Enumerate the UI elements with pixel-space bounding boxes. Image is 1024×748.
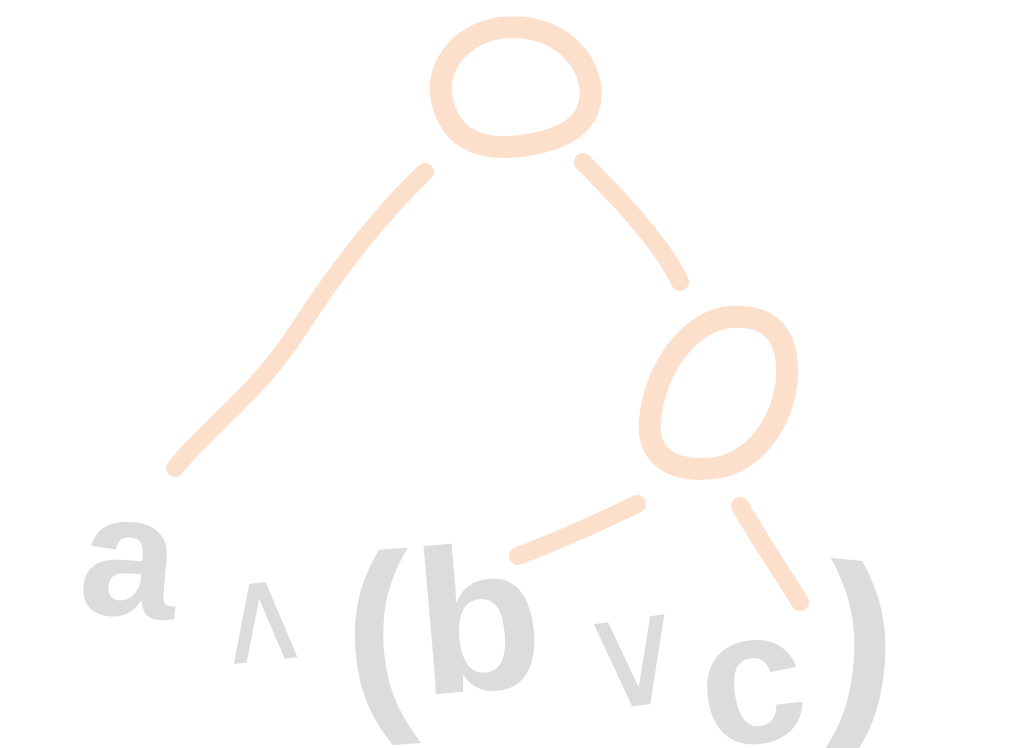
- root-node: [429, 16, 602, 158]
- expr-close-paren: ): [808, 517, 911, 748]
- expr-op-and: ∧: [203, 531, 318, 697]
- boolean-expression: a ∧ ( b ∨ c ): [73, 455, 911, 748]
- or-node: [638, 305, 799, 480]
- expr-var-a: a: [73, 455, 189, 658]
- syntax-tree: [166, 16, 809, 611]
- edge-or-to-b: [509, 495, 646, 565]
- edge-or-to-c: [731, 497, 809, 611]
- expr-open-paren: (: [336, 510, 422, 748]
- expr-op-or: ∨: [568, 561, 701, 748]
- edge-root-to-or: [574, 153, 689, 291]
- expr-var-b: b: [406, 500, 551, 739]
- edge-root-to-a: [166, 163, 434, 477]
